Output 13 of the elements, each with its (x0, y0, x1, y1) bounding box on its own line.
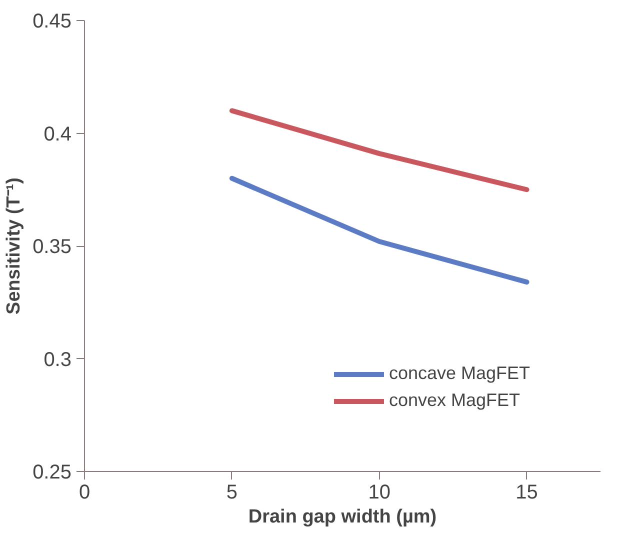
x-tick-label: 10 (368, 482, 390, 504)
y-tick-label: 0.4 (44, 123, 72, 146)
y-tick-label: 0.25 (32, 462, 72, 484)
legend-label: convex MagFET (389, 390, 520, 411)
x-axis-title: Drain gap width (µm) (248, 506, 437, 528)
x-tick-label: 0 (78, 482, 90, 504)
x-tick-label: 15 (516, 482, 538, 504)
legend-label: concave MagFET (389, 363, 530, 384)
y-tick-label: 0.35 (32, 236, 72, 258)
x-tick-label: 5 (226, 482, 238, 504)
y-tick-label: 0.3 (44, 348, 72, 371)
y-axis-title: Sensitivity (T⁻¹) (4, 178, 25, 314)
y-tick-label: 0.45 (32, 10, 72, 32)
